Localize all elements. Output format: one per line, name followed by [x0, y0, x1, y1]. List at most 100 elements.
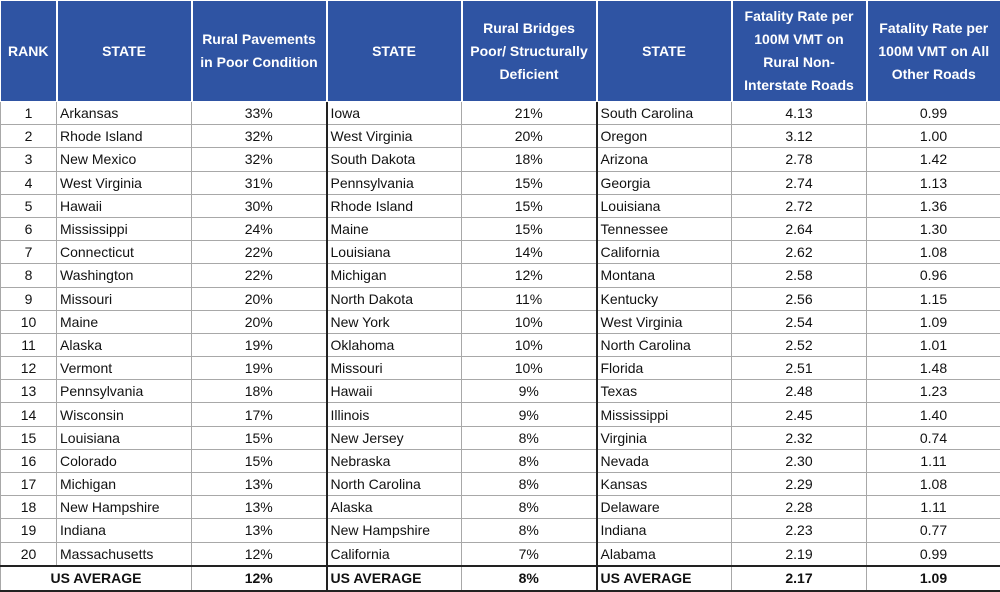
fatality-rural-cell: 2.45 — [732, 403, 867, 426]
fatality-state-cell: Alabama — [597, 542, 732, 566]
rank-cell: 5 — [1, 194, 57, 217]
rank-cell: 12 — [1, 357, 57, 380]
fatality-state-cell: Florida — [597, 357, 732, 380]
bridge-value-cell: 8% — [462, 449, 597, 472]
bridge-state-cell: Louisiana — [327, 241, 462, 264]
rank-cell: 16 — [1, 449, 57, 472]
bridge-value-cell: 9% — [462, 403, 597, 426]
rank-cell: 2 — [1, 125, 57, 148]
bridge-value-cell: 12% — [462, 264, 597, 287]
fatality-rural-cell: 2.51 — [732, 357, 867, 380]
pavement-state-cell: Washington — [57, 264, 192, 287]
fatality-other-cell: 0.99 — [867, 542, 1000, 566]
rank-cell: 8 — [1, 264, 57, 287]
pavement-state-cell: Michigan — [57, 473, 192, 496]
pavement-state-cell: Colorado — [57, 449, 192, 472]
pavement-state-cell: Mississippi — [57, 217, 192, 240]
rank-cell: 18 — [1, 496, 57, 519]
fatality-rural-cell: 4.13 — [732, 102, 867, 125]
bridge-value-cell: 15% — [462, 171, 597, 194]
bridge-state-cell: Nebraska — [327, 449, 462, 472]
pavement-state-cell: Maine — [57, 310, 192, 333]
fatality-state-cell: Georgia — [597, 171, 732, 194]
fatality-state-cell: Kansas — [597, 473, 732, 496]
rank-cell: 20 — [1, 542, 57, 566]
fatality-state-cell: Mississippi — [597, 403, 732, 426]
pavement-state-cell: West Virginia — [57, 171, 192, 194]
fatality-state-cell: Tennessee — [597, 217, 732, 240]
pavement-value-cell: 13% — [192, 496, 327, 519]
rank-cell: 14 — [1, 403, 57, 426]
pavement-value-cell: 19% — [192, 333, 327, 356]
bridge-state-cell: Hawaii — [327, 380, 462, 403]
rank-cell: 17 — [1, 473, 57, 496]
bridge-state-cell: California — [327, 542, 462, 566]
header-state-bridges: STATE — [327, 1, 462, 102]
pavement-value-cell: 15% — [192, 449, 327, 472]
fatality-state-cell: Arizona — [597, 148, 732, 171]
bridge-value-cell: 8% — [462, 496, 597, 519]
fatality-rural-cell: 2.62 — [732, 241, 867, 264]
pavement-state-cell: Hawaii — [57, 194, 192, 217]
fatality-other-cell: 1.01 — [867, 333, 1000, 356]
fatality-rural-cell: 2.29 — [732, 473, 867, 496]
fatality-state-cell: South Carolina — [597, 102, 732, 125]
us-average-label: US AVERAGE — [597, 566, 732, 591]
bridge-state-cell: Michigan — [327, 264, 462, 287]
header-row: RANK STATE Rural Pavements in Poor Condi… — [1, 1, 1000, 102]
fatality-other-cell: 1.11 — [867, 496, 1000, 519]
rank-cell: 13 — [1, 380, 57, 403]
pavement-state-cell: Alaska — [57, 333, 192, 356]
pavement-state-cell: Pennsylvania — [57, 380, 192, 403]
fatality-state-cell: Montana — [597, 264, 732, 287]
bridge-value-cell: 21% — [462, 102, 597, 125]
pavement-state-cell: Missouri — [57, 287, 192, 310]
bridge-state-cell: Illinois — [327, 403, 462, 426]
rank-cell: 1 — [1, 102, 57, 125]
bridge-state-cell: West Virginia — [327, 125, 462, 148]
fatality-other-cell: 1.40 — [867, 403, 1000, 426]
bridge-value-cell: 11% — [462, 287, 597, 310]
bridge-state-cell: Missouri — [327, 357, 462, 380]
header-fatality-rural: Fatality Rate per 100M VMT on Rural Non-… — [732, 1, 867, 102]
header-fatality-other: Fatality Rate per 100M VMT on All Other … — [867, 1, 1000, 102]
pavement-state-cell: Rhode Island — [57, 125, 192, 148]
bridge-state-cell: South Dakota — [327, 148, 462, 171]
pavement-value-cell: 13% — [192, 519, 327, 542]
rank-cell: 6 — [1, 217, 57, 240]
bridge-value-cell: 10% — [462, 333, 597, 356]
fatality-state-cell: Indiana — [597, 519, 732, 542]
bridge-value-cell: 9% — [462, 380, 597, 403]
fatality-rural-cell: 2.28 — [732, 496, 867, 519]
pavement-value-cell: 31% — [192, 171, 327, 194]
fatality-state-cell: West Virginia — [597, 310, 732, 333]
fatality-other-cell: 1.23 — [867, 380, 1000, 403]
pavement-value-cell: 15% — [192, 426, 327, 449]
pavement-value-cell: 20% — [192, 310, 327, 333]
fatality-state-cell: Nevada — [597, 449, 732, 472]
pavement-value-cell: 13% — [192, 473, 327, 496]
fatality-state-cell: Louisiana — [597, 194, 732, 217]
pavement-state-cell: Vermont — [57, 357, 192, 380]
rank-cell: 11 — [1, 333, 57, 356]
bridge-value-cell: 8% — [462, 426, 597, 449]
pavement-state-cell: Indiana — [57, 519, 192, 542]
pavement-state-cell: Connecticut — [57, 241, 192, 264]
pavement-value-cell: 20% — [192, 287, 327, 310]
us-average-fatality-other: 1.09 — [867, 566, 1000, 591]
bridge-state-cell: Pennsylvania — [327, 171, 462, 194]
pavement-state-cell: New Mexico — [57, 148, 192, 171]
